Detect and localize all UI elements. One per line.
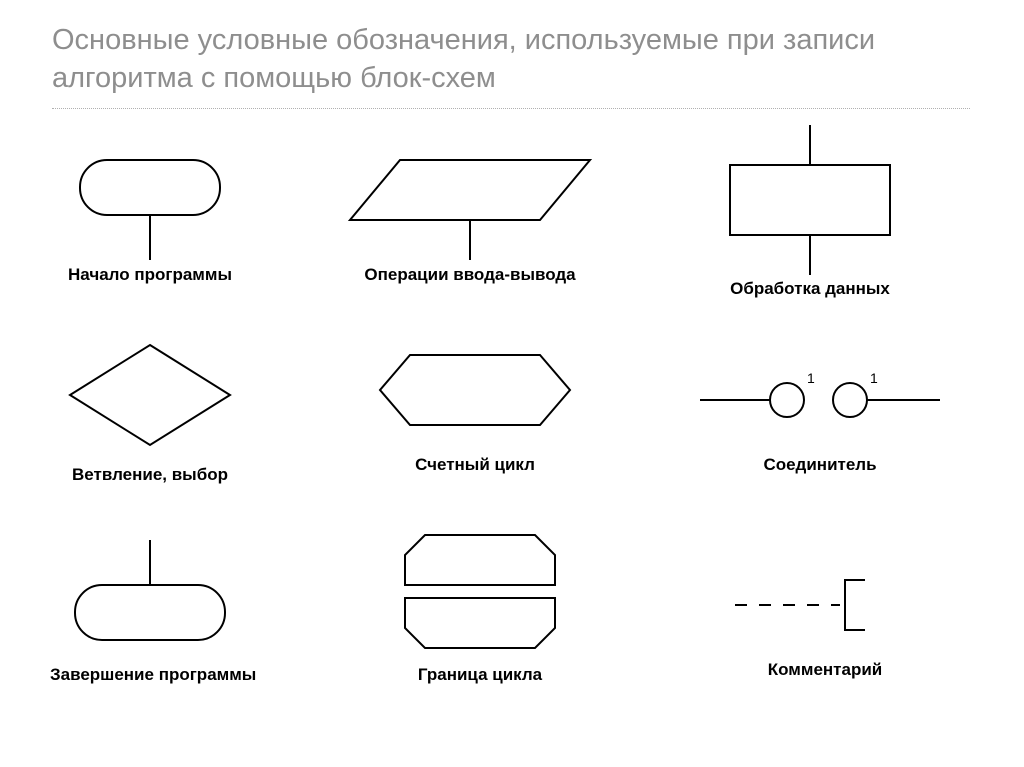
symbol-end: Завершение программы (50, 540, 256, 685)
decision-icon (60, 335, 240, 465)
io-label: Операции ввода-вывода (340, 265, 600, 285)
title-underline (52, 108, 970, 109)
comment-icon (720, 560, 930, 660)
loop-bound-label: Граница цикла (395, 665, 565, 685)
connector-num-1: 1 (807, 370, 815, 386)
symbol-for-loop: Счетный цикл (370, 345, 580, 475)
symbol-start: Начало программы (60, 150, 240, 285)
end-label: Завершение программы (50, 665, 256, 685)
connector-icon: 1 1 (695, 355, 945, 455)
loop-bound-icon (395, 530, 565, 665)
connector-label: Соединитель (695, 455, 945, 475)
process-icon (700, 125, 920, 275)
start-label: Начало программы (60, 265, 240, 285)
end-icon (50, 540, 250, 665)
for-loop-label: Счетный цикл (370, 455, 580, 475)
io-icon (340, 150, 600, 265)
comment-label: Комментарий (720, 660, 930, 680)
for-loop-icon (370, 345, 580, 455)
symbol-decision: Ветвление, выбор (60, 335, 240, 485)
symbol-connector: 1 1 Соединитель (695, 355, 945, 475)
page-title: Основные условные обозначения, используе… (52, 22, 952, 97)
start-icon (60, 150, 240, 265)
symbol-io: Операции ввода-вывода (340, 150, 600, 285)
process-label: Обработка данных (700, 279, 920, 299)
symbol-loop-bound: Граница цикла (395, 530, 565, 685)
symbol-process: Обработка данных (700, 125, 920, 299)
symbol-comment: Комментарий (720, 560, 930, 680)
decision-label: Ветвление, выбор (60, 465, 240, 485)
connector-num-2: 1 (870, 370, 878, 386)
